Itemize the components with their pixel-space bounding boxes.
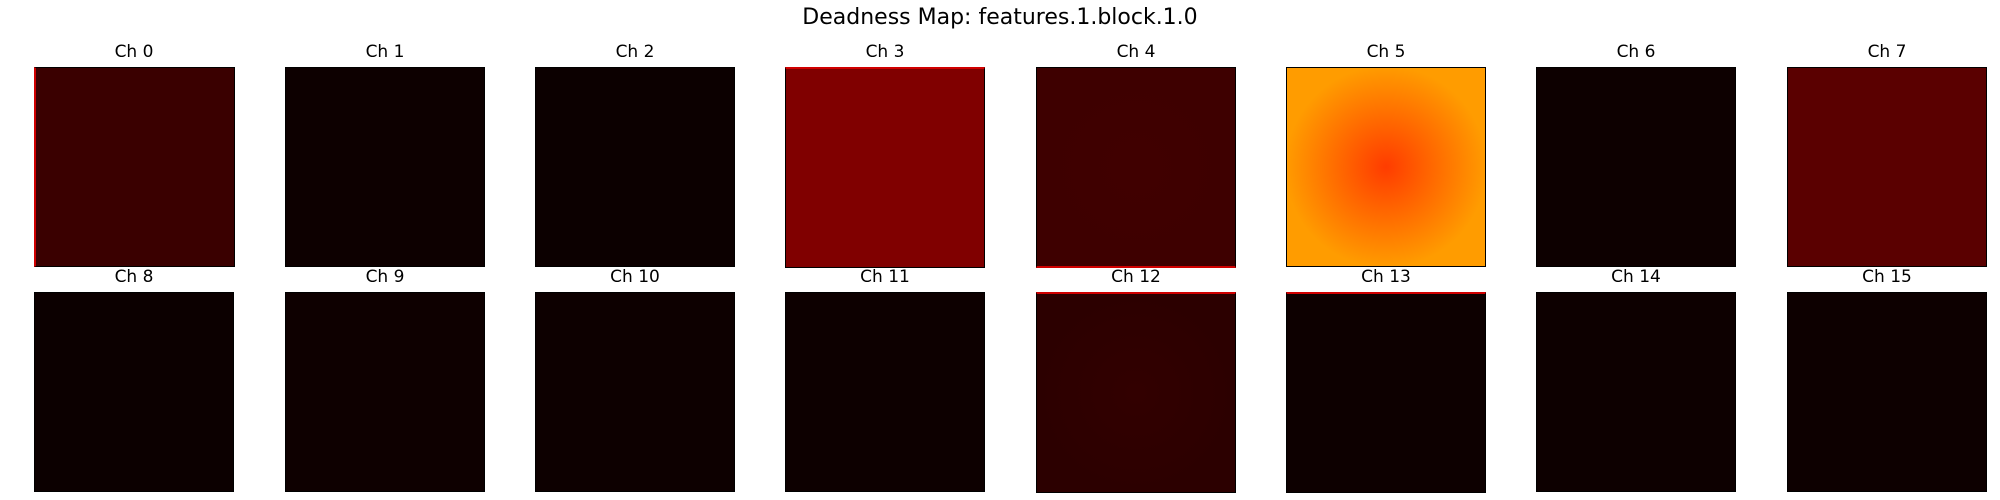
heatmap-tile [785,292,985,492]
panel-title: Ch 12 [1111,267,1161,287]
heatmap-tile [34,292,234,492]
heatmap-tile [285,67,485,267]
panel-title: Ch 4 [1116,42,1156,62]
panel-title: Ch 2 [615,42,655,62]
panel-title: Ch 8 [114,267,154,287]
panel-title: Ch 1 [365,42,405,62]
heatmap-tile [1536,292,1736,492]
panel-title: Ch 5 [1366,42,1406,62]
heatmap-tile [1286,292,1486,493]
heatmap-tile [535,292,735,492]
heatmap-tile [34,67,235,267]
heatmap-tile [785,67,985,268]
heatmap-tile [1787,292,1987,492]
panel-title: Ch 15 [1862,267,1912,287]
heatmap-tile [535,67,735,267]
panel-title: Ch 9 [365,267,405,287]
panel-title: Ch 6 [1616,42,1656,62]
panel-title: Ch 14 [1611,267,1661,287]
heatmap-tile [1036,292,1236,493]
panel-title: Ch 11 [860,267,910,287]
heatmap-tile [1787,67,1987,267]
panel-title: Ch 13 [1361,267,1411,287]
heatmap-tile [1286,67,1486,267]
panel-title: Ch 7 [1867,42,1907,62]
panel-title: Ch 0 [114,42,154,62]
figure-title: Deadness Map: features.1.block.1.0 [802,5,1198,30]
panel-title: Ch 10 [610,267,660,287]
heatmap-tile [1036,67,1236,268]
heatmap-tile [1536,67,1736,267]
panel-title: Ch 3 [865,42,905,62]
heatmap-tile [285,292,485,492]
